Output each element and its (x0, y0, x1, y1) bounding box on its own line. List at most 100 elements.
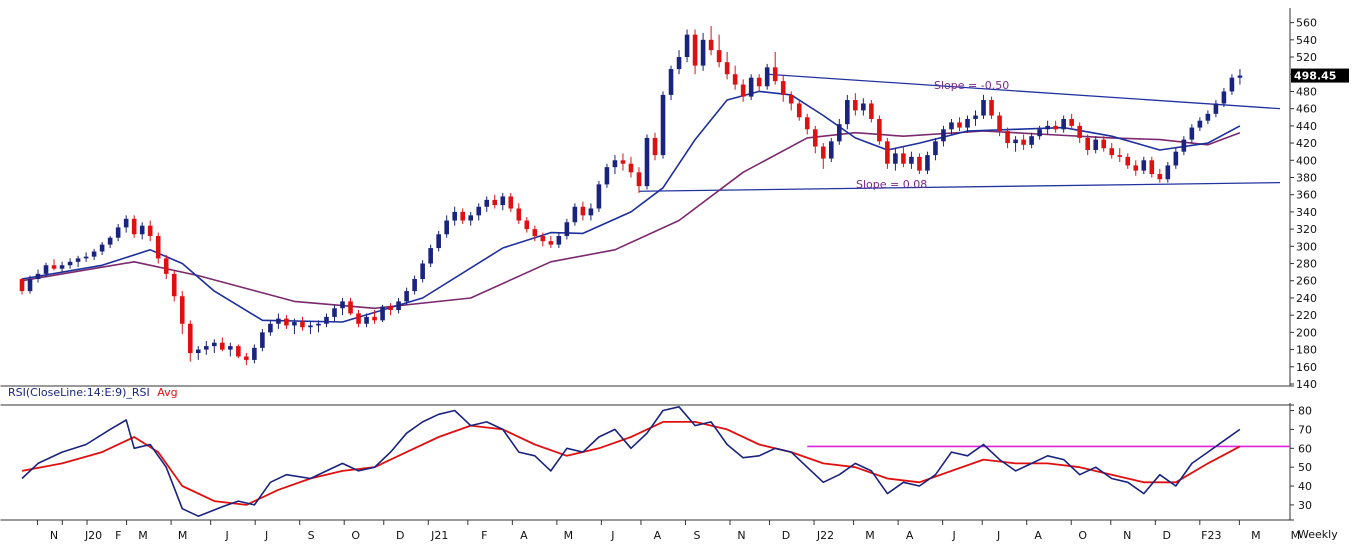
time-axis-label: O (351, 529, 360, 542)
slope-annotation-upper: Slope = -0.50 (934, 79, 1009, 92)
candle-body (764, 67, 770, 87)
candle-body (1197, 120, 1203, 128)
time-axis-label: D (396, 529, 404, 542)
candle-body (1189, 127, 1195, 140)
candle-body (99, 244, 105, 252)
candle-body (332, 308, 337, 317)
candle-body (612, 160, 618, 168)
candle-body (796, 103, 802, 118)
candle-body (460, 211, 466, 221)
candle-body (1229, 77, 1235, 92)
candle-body (989, 100, 994, 116)
candle-body (997, 115, 1002, 132)
candle-body (1149, 160, 1155, 175)
candle-body (1013, 139, 1018, 144)
candle-body (155, 236, 161, 259)
candle-body (836, 124, 842, 142)
candle-body (19, 279, 25, 292)
price-y-tick-label: 240 (1296, 292, 1317, 305)
candle-body (732, 74, 738, 85)
candle-body (925, 155, 930, 171)
candle-body (812, 129, 818, 147)
candle-body (1157, 174, 1163, 180)
candle-body (179, 296, 185, 324)
candle-body (300, 322, 305, 328)
candle-body (1205, 113, 1211, 121)
candle-body (452, 211, 457, 221)
candle-body (268, 323, 273, 333)
candle-body (524, 220, 530, 230)
candle-body (195, 349, 201, 354)
price-y-tick-label: 180 (1296, 344, 1317, 357)
candle-body (404, 291, 409, 302)
candle-body (1085, 137, 1090, 150)
candle-body (1237, 75, 1243, 78)
time-axis-label: A (906, 529, 914, 542)
time-axis-label: J (224, 529, 228, 542)
time-axis-label: S (308, 529, 315, 542)
time-axis-label: M (865, 529, 875, 542)
price-y-tick-label: 340 (1296, 206, 1317, 219)
rsi-panel: 30 40 50 60 70 80 (0, 403, 1312, 521)
candle-body (933, 141, 938, 156)
candle-body (83, 256, 89, 259)
moving-average-slow (21, 130, 1241, 310)
price-y-tick-label: 560 (1296, 17, 1317, 30)
candle-body (67, 261, 73, 266)
candle-body (740, 84, 746, 97)
candle-body (252, 347, 257, 360)
time-axis-label: N (50, 529, 58, 542)
candle-body (652, 137, 658, 156)
candle-body (853, 100, 858, 111)
rsi-y-tick-label: 30 (1298, 499, 1312, 512)
candle-body (684, 34, 690, 58)
candle-body (668, 69, 674, 95)
time-axis-label: D (1163, 529, 1171, 542)
candle-body (949, 122, 954, 130)
time-axis-label: A (520, 529, 528, 542)
candle-body (220, 342, 225, 350)
candle-body (412, 279, 417, 292)
candle-body (756, 77, 762, 87)
candle-body (804, 117, 810, 130)
time-axis-label: S (693, 529, 700, 542)
price-y-tick-label: 520 (1296, 51, 1317, 64)
candle-body (861, 103, 866, 111)
candle-body (500, 196, 506, 206)
price-y-tick-label: 420 (1296, 137, 1317, 150)
candle-body (484, 199, 490, 207)
candle-body (909, 156, 914, 164)
candle-body (532, 229, 538, 236)
rsi-avg-legend: Avg (157, 386, 177, 399)
candle-body (820, 146, 826, 159)
rsi-y-tick-label: 80 (1298, 405, 1312, 418)
candle-body (716, 50, 722, 63)
rsi-y-tick-label: 70 (1298, 423, 1312, 436)
candle-body (604, 167, 610, 185)
candle-body (1173, 151, 1179, 166)
price-y-tick-label: 480 (1296, 85, 1317, 98)
candle-body (628, 163, 634, 173)
candle-body (1101, 139, 1107, 149)
candle-body (1181, 139, 1187, 152)
candle-body (877, 118, 882, 142)
candle-body (364, 316, 369, 324)
candle-body (644, 137, 650, 187)
candle-body (1165, 165, 1171, 180)
candle-body (1141, 160, 1147, 171)
candle-body (75, 258, 81, 262)
candle-body (115, 227, 121, 238)
candle-body (580, 206, 586, 216)
time-axis-label: N (1123, 529, 1131, 542)
candle-body (1125, 156, 1131, 166)
candle-body (556, 236, 562, 245)
candle-body (492, 199, 498, 206)
time-axis-label: J22 (816, 529, 834, 542)
candle-body (139, 225, 145, 235)
candle-body (1069, 118, 1074, 126)
candle-body (276, 318, 281, 324)
candle-body (292, 322, 297, 326)
candle-body (131, 218, 137, 235)
price-y-tick-label: 380 (1296, 171, 1317, 184)
candle-body (973, 115, 978, 119)
